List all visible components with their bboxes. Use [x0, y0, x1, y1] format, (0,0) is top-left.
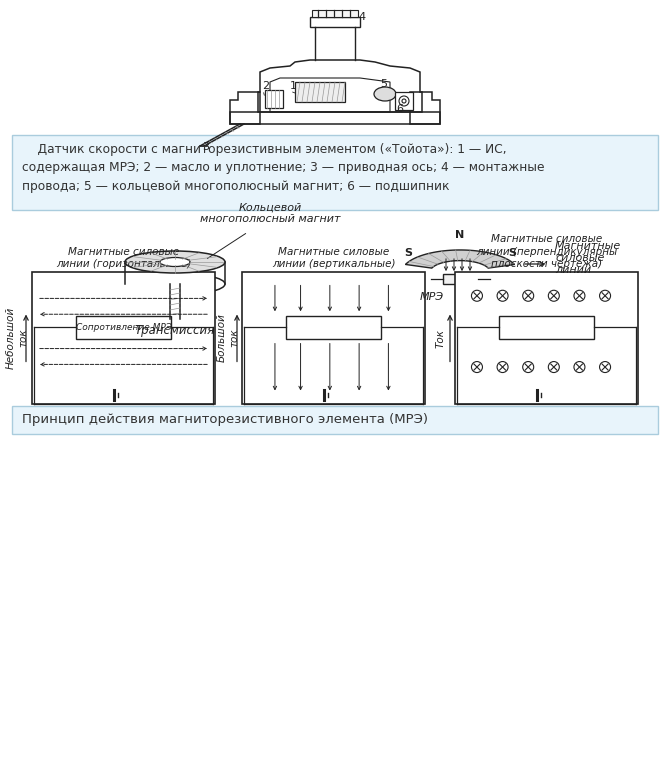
FancyBboxPatch shape — [242, 272, 425, 404]
Text: 2: 2 — [262, 81, 269, 91]
FancyBboxPatch shape — [286, 317, 381, 339]
Ellipse shape — [374, 87, 396, 101]
Ellipse shape — [125, 251, 225, 273]
Text: N: N — [456, 230, 464, 240]
Text: МРЭ: МРЭ — [420, 292, 444, 302]
FancyBboxPatch shape — [499, 317, 594, 339]
Polygon shape — [405, 250, 515, 268]
Text: Сопротивление МРЭ: Сопротивление МРЭ — [76, 323, 172, 332]
FancyBboxPatch shape — [32, 272, 215, 404]
Ellipse shape — [125, 273, 225, 295]
FancyBboxPatch shape — [310, 17, 360, 27]
Text: 4: 4 — [358, 12, 365, 22]
Ellipse shape — [170, 317, 180, 321]
FancyBboxPatch shape — [12, 406, 658, 434]
FancyBboxPatch shape — [312, 10, 358, 17]
Text: Магнитные силовые
линии (перпендикулярны
плоскости чертежа): Магнитные силовые линии (перпендикулярны… — [476, 234, 617, 269]
Text: Небольшой
ток: Небольшой ток — [6, 307, 27, 369]
Text: Трансмиссия: Трансмиссия — [135, 324, 215, 337]
FancyBboxPatch shape — [295, 82, 345, 102]
FancyBboxPatch shape — [76, 317, 171, 339]
Text: Магнитные
силовые
линии: Магнитные силовые линии — [555, 242, 621, 275]
Text: Кольцевой
многополюсный магнит: Кольцевой многополюсный магнит — [200, 202, 340, 224]
Ellipse shape — [160, 258, 190, 266]
Text: Принцип действия магниторезистивного элемента (МРЭ): Принцип действия магниторезистивного эле… — [22, 414, 428, 426]
FancyBboxPatch shape — [395, 92, 413, 110]
Text: 1: 1 — [290, 81, 297, 91]
Text: 3: 3 — [202, 142, 209, 152]
FancyBboxPatch shape — [230, 112, 440, 124]
Text: Большой
ток: Большой ток — [217, 313, 239, 362]
Text: Ток: Ток — [436, 329, 446, 347]
Text: Магнитные силовые
линии (горизонтальные): Магнитные силовые линии (горизонтальные) — [56, 246, 191, 269]
FancyBboxPatch shape — [12, 135, 658, 210]
FancyBboxPatch shape — [265, 90, 283, 108]
Text: 5: 5 — [380, 79, 387, 89]
FancyBboxPatch shape — [442, 274, 478, 284]
Text: Магнитные силовые
линии (вертикальные): Магнитные силовые линии (вертикальные) — [272, 246, 395, 269]
Text: 6: 6 — [396, 104, 403, 114]
Text: S: S — [508, 248, 516, 258]
FancyBboxPatch shape — [455, 272, 638, 404]
Text: S: S — [404, 248, 412, 258]
Text: Датчик скорости с магниторезистивным элементом («Тойота»): 1 — ИС,
содержащая МР: Датчик скорости с магниторезистивным эле… — [22, 143, 545, 193]
